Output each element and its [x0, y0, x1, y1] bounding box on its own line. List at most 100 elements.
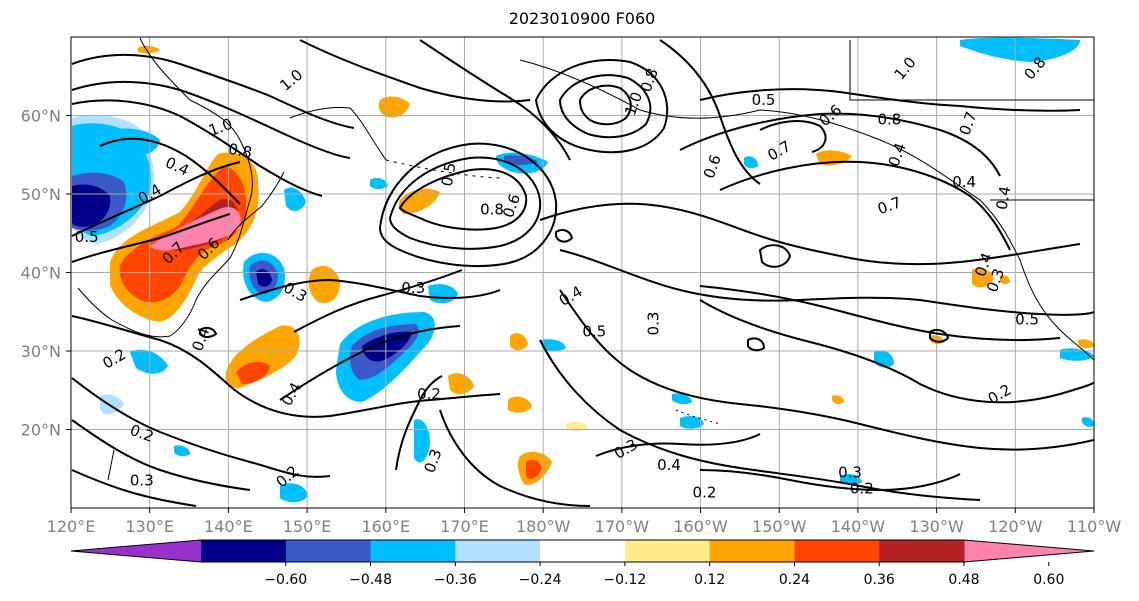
contour-west-5 — [71, 161, 241, 237]
contour-loop-2 — [388, 156, 542, 250]
contour-label: 0.4 — [952, 173, 976, 191]
contour-label: 0.2 — [985, 380, 1015, 408]
fill-navy — [72, 184, 111, 227]
contour-label: 0.3 — [130, 472, 154, 490]
fill-cyan-19 — [744, 156, 758, 169]
colorbar-segment — [624, 540, 711, 562]
fill-cyan-20 — [130, 349, 168, 374]
fill-cyan-2 — [109, 128, 160, 156]
fill-orange-5 — [378, 96, 410, 118]
lat-tick-label: 50°N — [21, 185, 61, 204]
colorbar-tick-label: 0.24 — [779, 572, 810, 588]
contour-small-3 — [199, 326, 218, 338]
coast-hawaii — [675, 409, 721, 425]
fill-red-3 — [526, 460, 542, 479]
fill-cyan-9 — [542, 339, 566, 351]
contour-north-6 — [719, 160, 1011, 251]
contour-west-3 — [71, 99, 323, 197]
fill-orange-13 — [1000, 275, 1010, 285]
contour-label: 0.4 — [885, 140, 910, 169]
fill-cyan-6 — [428, 284, 458, 304]
fill-navy-2 — [256, 269, 272, 287]
fill-cyan-13 — [960, 37, 1080, 62]
fill-cyan-18 — [370, 178, 388, 189]
lon-tick-label: 110°W — [1067, 517, 1122, 536]
contour-label: 0.2 — [693, 483, 717, 501]
lat-tick-label: 40°N — [21, 264, 61, 283]
contour-east-1 — [539, 202, 1081, 266]
contour-east-3 — [559, 249, 1094, 316]
contour-sw-3 — [71, 419, 251, 491]
contour-west-1 — [71, 53, 355, 129]
lon-tick-label: 140°W — [831, 517, 886, 536]
colorbar-tick-label: 0.60 — [1033, 572, 1064, 588]
contour-sw-1 — [71, 315, 501, 418]
contour-small-4 — [747, 337, 766, 352]
lon-tick-label: 130°W — [909, 517, 964, 536]
map-plot-area — [71, 37, 1094, 508]
fill-orange-16 — [832, 395, 844, 405]
fill-cyan-14 — [840, 474, 862, 485]
fill-red-2 — [236, 361, 270, 384]
fill-cyan-17 — [280, 483, 308, 503]
contour-label: 0.4 — [556, 282, 586, 310]
contour-label: 0.7 — [875, 193, 904, 218]
lon-tick-label: 150°E — [283, 517, 332, 536]
colorbar-extend-high — [964, 540, 1094, 562]
colorbar-segment — [201, 540, 287, 562]
contour-label: 0.3 — [644, 312, 662, 336]
lon-tick-label: 150°W — [752, 517, 807, 536]
contour-label: 0.3 — [838, 464, 862, 482]
contour-label: 0.5 — [582, 322, 606, 340]
contour-south-3 — [439, 409, 591, 507]
axis-ticks: 120°E 130°E 140°E 150°E 160°E 170°E 180°W 170°W… — [21, 107, 1122, 537]
contour-label: 0.8 — [637, 66, 662, 95]
contour-kurils — [293, 269, 463, 333]
fill-cyan-4 — [284, 187, 306, 211]
fill-yellow — [566, 421, 588, 431]
contour-small-1 — [555, 229, 574, 243]
fill-orange-14 — [1078, 339, 1094, 349]
contour-label: 1.0 — [891, 53, 920, 83]
contour-label: 1.0 — [621, 89, 646, 118]
contour-loop-1 — [398, 168, 528, 231]
fill-orange-7 — [448, 373, 474, 395]
lon-tick-label: 120°E — [47, 517, 96, 536]
lat-tick-label: 30°N — [21, 342, 61, 361]
colorbar-segment — [285, 540, 372, 562]
contour-label: 0.8 — [877, 110, 901, 128]
colorbar-segment — [709, 540, 795, 562]
contour-ak-1 — [759, 120, 827, 153]
contour-mid-1 — [239, 278, 501, 301]
colorbar-segment — [455, 540, 541, 562]
fill-orange-9 — [510, 333, 528, 351]
contour-mid-2 — [279, 325, 461, 401]
contour-small-2 — [929, 329, 950, 343]
fill-cyan-16 — [174, 445, 190, 457]
colorbar-segment — [879, 540, 965, 562]
fill-orange-8 — [508, 396, 532, 413]
colorbar: −0.60 −0.48 −0.36 −0.24 −0.12 0.12 0.24 0.36 0.4… — [70, 539, 1095, 588]
fill-orange-2 — [225, 325, 300, 389]
contour-east-4 — [699, 285, 1061, 342]
contour-label: 0.8 — [227, 140, 254, 162]
lon-tick-label: 140°E — [204, 517, 253, 536]
contour-label: 0.5 — [752, 91, 776, 109]
contour-sw-2 — [71, 377, 331, 478]
fill-orange-4 — [398, 188, 440, 214]
fill-orange-3 — [308, 266, 340, 304]
contour-north-1 — [299, 39, 531, 103]
contour-label: 0.2 — [417, 385, 441, 403]
lat-tick-label: 20°N — [21, 421, 61, 440]
contour-label: 0.7 — [956, 109, 981, 138]
fill-blue-4 — [504, 155, 538, 165]
colorbar-tick-label: −0.24 — [519, 572, 562, 588]
contour-south-5 — [595, 433, 761, 457]
contour-label: 0.7 — [764, 137, 794, 165]
contour-loop-3 — [378, 142, 558, 267]
lon-tick-label: 180°W — [516, 517, 571, 536]
contour-label: 0.5 — [75, 228, 99, 246]
contour-south-4 — [395, 375, 443, 471]
contour-label: 0.5 — [438, 161, 460, 188]
